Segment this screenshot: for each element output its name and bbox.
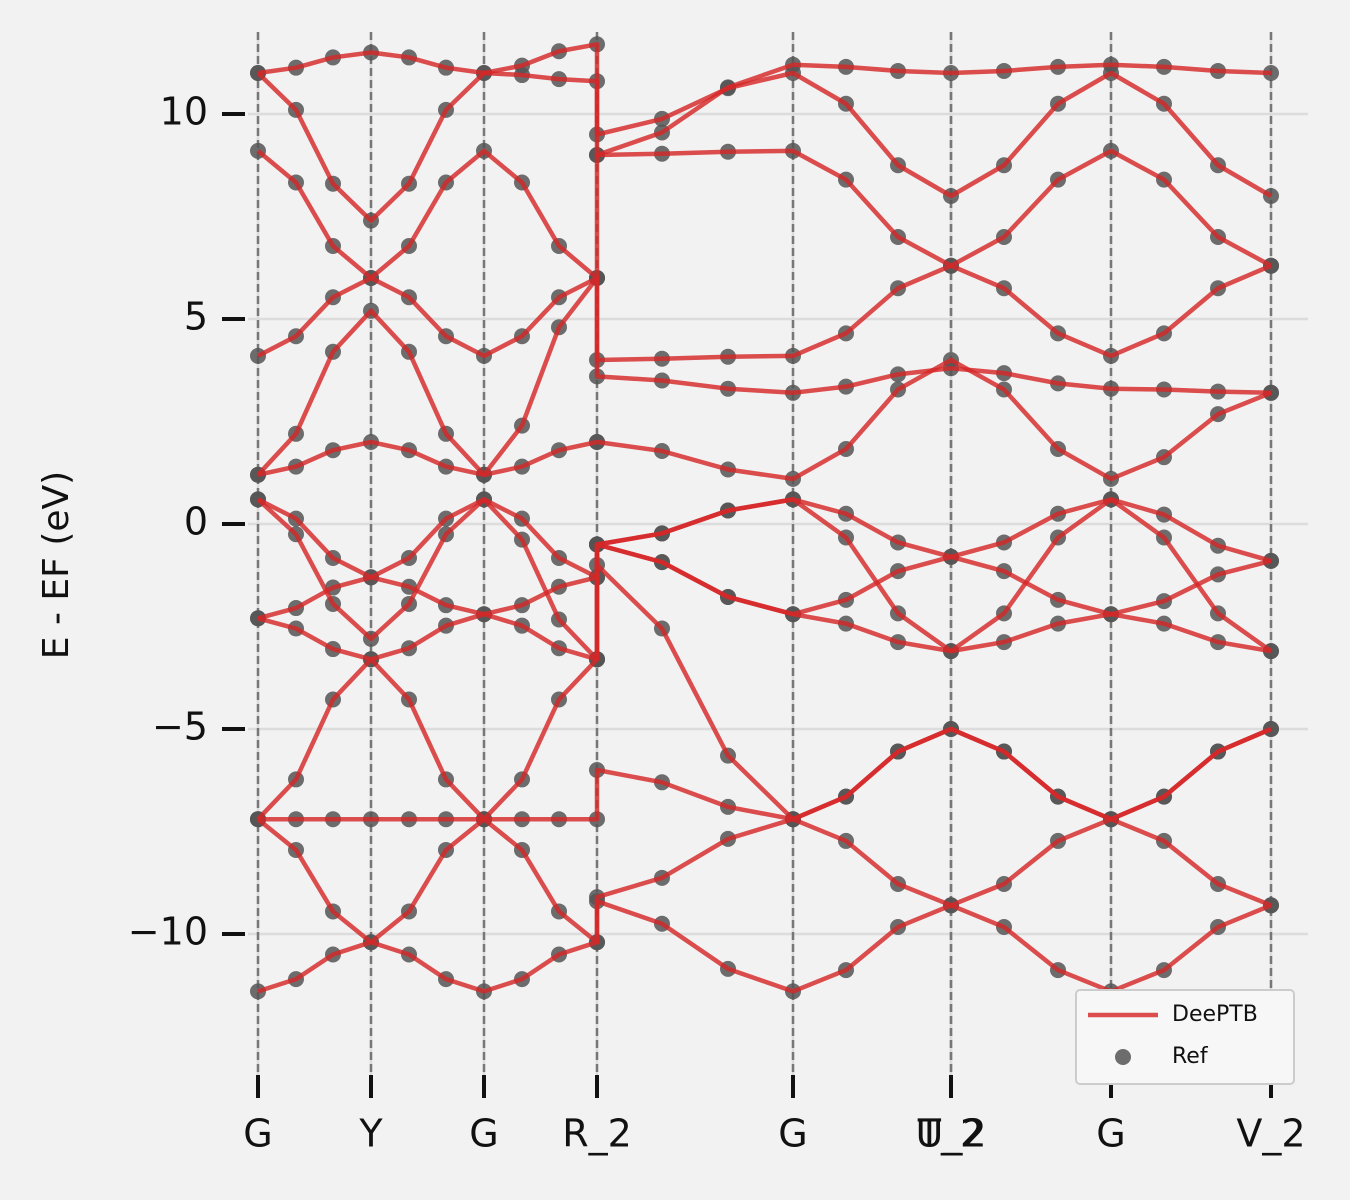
- y-axis-label: E - EF (eV): [36, 471, 77, 659]
- x-tick-label: Y: [358, 1112, 383, 1156]
- y-tick-label: −10: [128, 910, 208, 954]
- x-tick-label: G: [243, 1112, 272, 1156]
- y-tick-label: 10: [160, 90, 208, 134]
- band-line: [256, 816, 1272, 945]
- band-line: [256, 497, 1273, 662]
- band-line: [257, 898, 1272, 994]
- x-tick-label: R_2: [562, 1112, 632, 1156]
- y-tick-label: 5: [184, 295, 208, 339]
- band-line: [256, 263, 1272, 363]
- band-line: [256, 562, 1272, 822]
- band-line: [256, 148, 1273, 281]
- legend-label: Ref: [1172, 1044, 1209, 1069]
- legend-label: DeePTB: [1172, 1002, 1258, 1027]
- legend-dot: [1115, 1049, 1131, 1065]
- y-tick-label: −5: [152, 705, 208, 749]
- band-line: [256, 275, 1272, 478]
- x-tick-label: T_2: [917, 1112, 984, 1156]
- band-line: [257, 42, 1273, 199]
- x-tick-label: G: [469, 1112, 498, 1156]
- y-tick-label: 0: [184, 500, 208, 544]
- x-tick-label: G: [778, 1112, 807, 1156]
- x-tick-label: V_2: [1236, 1112, 1305, 1156]
- band-line: [257, 357, 1272, 482]
- x-tick-label: G: [1096, 1112, 1125, 1156]
- band-line: [257, 542, 1272, 621]
- band-line: [256, 62, 1272, 223]
- x-tick-label: U_2: [916, 1112, 987, 1156]
- band-layer: [256, 42, 1273, 994]
